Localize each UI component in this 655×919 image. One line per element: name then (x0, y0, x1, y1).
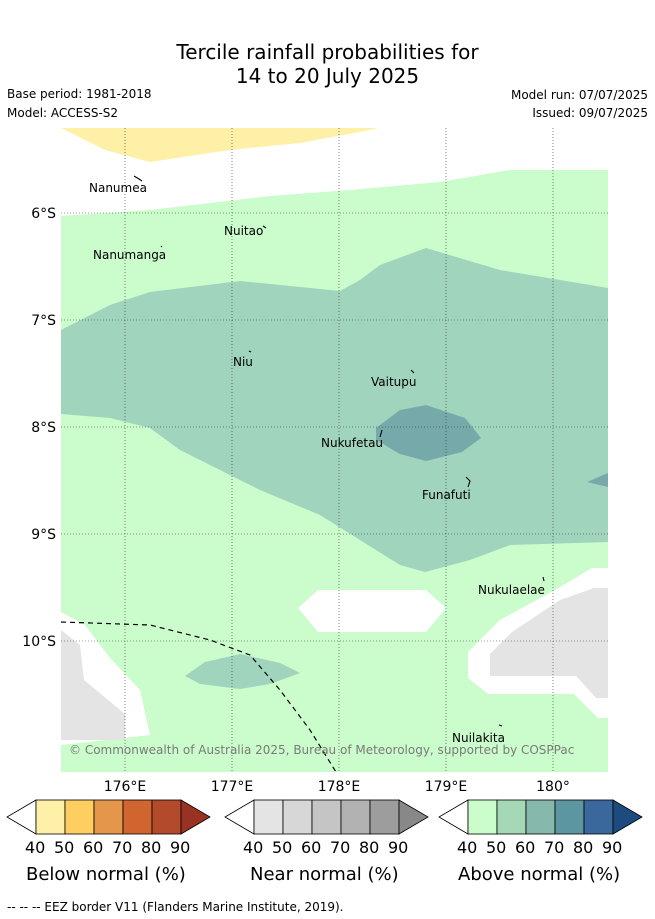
colorbar-above-seg-60 (525, 799, 556, 835)
near-normal-region-west (61, 630, 125, 740)
colorbar-below-seg-80 (151, 799, 182, 835)
lat-label-10s: 10°S (22, 634, 56, 650)
lat-label-9s: 9°S (31, 527, 56, 543)
colorbar-below-seg-70 (122, 799, 153, 835)
island-shape-vaitupu (410, 369, 415, 374)
colorbar-near-seg-80 (369, 799, 400, 835)
island-shape-nanumea (133, 175, 143, 182)
colorbar-near-seg-60 (311, 799, 342, 835)
island-shape-nukulaelae (542, 576, 545, 582)
lon-label-179e: 179°E (425, 779, 468, 795)
colorbar-below-tick: 70 (112, 838, 133, 857)
map-title: Tercile rainfall probabilities for 14 to… (0, 40, 655, 88)
lat-label-8s: 8°S (31, 420, 56, 436)
island-shape-nuitao (262, 225, 267, 229)
colorbar-below-title: Below normal (%) (26, 864, 186, 885)
eez-border (61, 621, 337, 772)
colorbar-below-tick: 40 (25, 838, 46, 857)
colorbar-below-normal (6, 799, 211, 835)
issued-date: Issued: 09/07/2025 (532, 106, 648, 120)
colorbar-near-seg-50 (282, 799, 313, 835)
island-label-nukulaelae: Nukulaelae (478, 583, 545, 597)
colorbar-near-tick: 70 (330, 838, 351, 857)
colorbar-above-title: Above normal (%) (458, 864, 621, 885)
island-shape-niu (248, 350, 252, 353)
lon-label-178e: 178°E (318, 779, 361, 795)
colorbar-near-seg-40 (253, 799, 284, 835)
island-label-niu: Niu (233, 355, 253, 369)
model-name: Model: ACCESS-S2 (7, 106, 119, 120)
colorbar-near-tick: 90 (388, 838, 409, 857)
island-label-nukufetau: Nukufetau (321, 436, 383, 450)
island-shape-nuilakita (498, 724, 503, 727)
colorbar-near-title: Near normal (%) (250, 864, 399, 885)
lon-label-180: 180° (536, 779, 570, 795)
title-line-2: 14 to 20 July 2025 (235, 64, 420, 88)
colorbar-above-arrow-low (438, 799, 469, 835)
colorbar-above-tick: 50 (486, 838, 507, 857)
colorbar-below-arrow-low (6, 799, 37, 835)
island-label-nuilakita: Nuilakita (452, 731, 505, 745)
above-normal-60-region (376, 405, 481, 461)
island-label-funafuti: Funafuti (422, 488, 471, 502)
above-normal-60-region-east (587, 473, 608, 487)
above-normal-50-region (61, 248, 608, 572)
model-run: Model run: 07/07/2025 (510, 88, 648, 102)
colorbar-near-normal (224, 799, 429, 835)
island-shape-nukufetau (379, 429, 383, 438)
colorbar-near-tick: 60 (301, 838, 322, 857)
lon-label-177e: 177°E (211, 779, 254, 795)
copyright-notice: © Commonwealth of Australia 2025, Bureau… (69, 743, 574, 757)
island-label-nanumanga: Nanumanga (93, 248, 166, 262)
colorbar-below-seg-40 (35, 799, 66, 835)
colorbar-above-tick: 70 (544, 838, 565, 857)
island-shape-funafuti (465, 476, 471, 488)
colorbar-near-arrow-high (398, 799, 429, 835)
island-outlines (133, 175, 545, 727)
colorbar-below-tick: 80 (141, 838, 162, 857)
colorbar-below-arrow-high (180, 799, 211, 835)
eez-legend: -- -- -- EEZ border V11 (Flanders Marine… (7, 900, 344, 914)
near-normal-region-east (490, 588, 608, 698)
colorbar-below-tick: 60 (83, 838, 104, 857)
colorbar-near-seg-70 (340, 799, 371, 835)
colorbar-below-tick: 50 (54, 838, 75, 857)
island-label-nuitao: Nuitao (224, 224, 263, 238)
colorbar-above-normal (438, 799, 643, 835)
colorbar-near-tick: 40 (243, 838, 264, 857)
colorbar-above-tick: 90 (602, 838, 623, 857)
colorbar-above-tick: 80 (573, 838, 594, 857)
lat-label-6s: 6°S (31, 206, 56, 222)
colorbar-below-seg-50 (64, 799, 95, 835)
below-normal-region (61, 128, 378, 162)
colorbar-below-tick: 90 (170, 838, 191, 857)
island-shape-nanumanga (160, 245, 163, 248)
title-line-1: Tercile rainfall probabilities for (176, 40, 479, 64)
colorbar-above-tick: 40 (457, 838, 478, 857)
colorbar-near-tick: 50 (272, 838, 293, 857)
colorbar-near-arrow-low (224, 799, 255, 835)
island-label-vaitupu: Vaitupu (371, 375, 417, 389)
island-label-nanumea: Nanumea (89, 181, 147, 195)
lat-label-7s: 7°S (31, 313, 56, 329)
colorbar-below-seg-60 (93, 799, 124, 835)
grid-lines (61, 128, 608, 772)
colorbar-above-seg-80 (583, 799, 614, 835)
colorbar-above-seg-40 (467, 799, 498, 835)
lon-label-176e: 176°E (104, 779, 147, 795)
no-data-gap-1 (298, 590, 446, 632)
colorbar-near-tick: 80 (359, 838, 380, 857)
colorbar-above-seg-70 (554, 799, 585, 835)
colorbar-above-arrow-high (612, 799, 643, 835)
colorbar-above-tick: 60 (515, 838, 536, 857)
colorbar-above-seg-50 (496, 799, 527, 835)
base-period: Base period: 1981-2018 (7, 87, 152, 101)
